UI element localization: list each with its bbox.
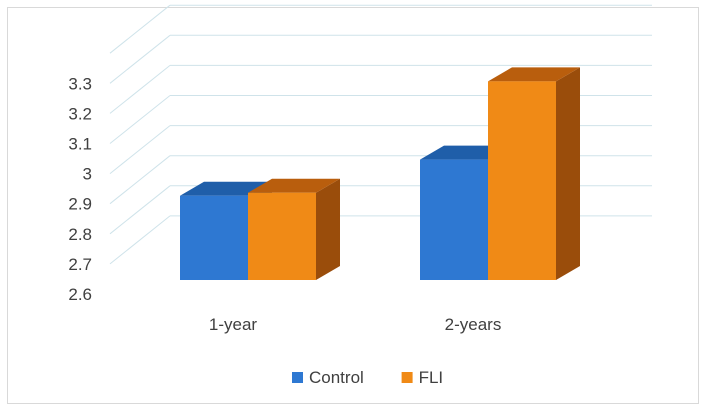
y-tick-label: 3.1 — [68, 135, 92, 154]
y-tick-label: 3 — [83, 165, 92, 184]
gridline-depth — [109, 95, 171, 144]
gridline-depth — [109, 185, 171, 235]
y-tick-label: 2.8 — [68, 225, 92, 244]
gridline-depth — [109, 125, 171, 174]
x-category-label: 1-year — [209, 315, 258, 334]
legend-swatch-fli — [401, 372, 413, 383]
y-tick-label: 3.2 — [68, 104, 92, 123]
x-axis-categories: 1-year 2-years — [209, 315, 501, 334]
bar-top-face — [488, 67, 580, 82]
bar-front-face — [488, 81, 556, 280]
gridline-depth — [109, 34, 171, 84]
bar-front-face — [180, 195, 248, 280]
bar-side-face — [316, 178, 340, 280]
gridline-depth — [109, 215, 171, 265]
gridline-depth — [109, 155, 171, 205]
y-tick-label: 2.7 — [68, 255, 92, 274]
y-tick-label: 3.3 — [68, 74, 92, 93]
y-tick-label: 2.6 — [68, 285, 92, 304]
legend: Control FLI — [292, 368, 443, 387]
gridline-depth — [109, 4, 171, 54]
bar-front-face — [248, 192, 316, 280]
y-axis-ticks: 2.6 2.7 2.8 2.9 3 3.1 3.2 3.3 — [68, 74, 92, 304]
bar-fli-2-years — [488, 67, 580, 280]
legend-label-control: Control — [309, 368, 364, 387]
bar-front-face — [420, 159, 488, 280]
bar-side-face — [556, 67, 580, 280]
bar-top-face — [248, 178, 340, 193]
bars — [180, 67, 580, 280]
bar-fli-1-year — [248, 178, 340, 280]
legend-label-fli: FLI — [419, 368, 444, 387]
x-category-label: 2-years — [445, 315, 502, 334]
legend-swatch-control — [292, 372, 303, 383]
y-tick-label: 2.9 — [68, 195, 92, 214]
gridline-depth — [109, 65, 171, 114]
